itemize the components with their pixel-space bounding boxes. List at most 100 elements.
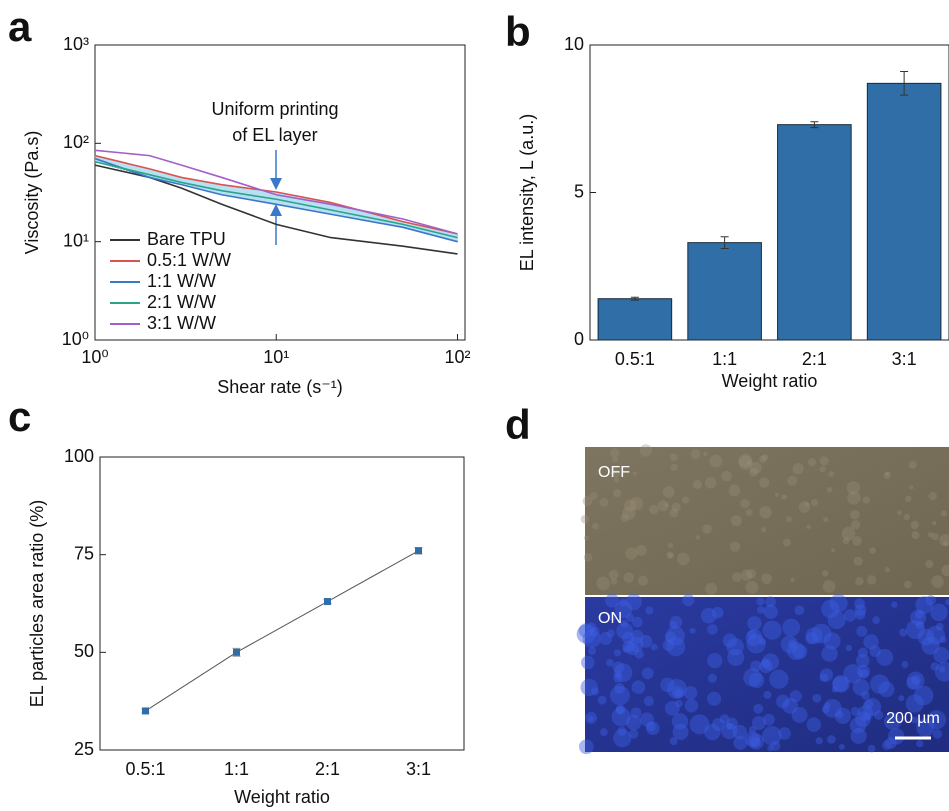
image-on bbox=[585, 597, 949, 752]
texture-dot bbox=[726, 638, 744, 656]
image-label: ON bbox=[598, 610, 622, 627]
texture-dot bbox=[846, 481, 861, 495]
y-axis-label: Viscosity (Pa.s) bbox=[22, 131, 42, 255]
texture-dot bbox=[883, 471, 891, 480]
texture-dot bbox=[630, 629, 644, 644]
texture-dot bbox=[677, 552, 690, 566]
texture-dot bbox=[826, 487, 833, 493]
texture-dot bbox=[747, 629, 757, 640]
texture-dot bbox=[856, 625, 868, 637]
texture-dot bbox=[935, 622, 944, 631]
texture-dot bbox=[792, 644, 808, 660]
texture-dot bbox=[828, 470, 835, 477]
texture-dot bbox=[841, 526, 856, 541]
texture-dot bbox=[599, 498, 609, 507]
texture-dot bbox=[623, 499, 637, 512]
texture-dot bbox=[762, 713, 775, 726]
texture-dot bbox=[838, 743, 845, 750]
plot-frame bbox=[94, 44, 466, 341]
texture-dot bbox=[767, 745, 774, 752]
x-tick-label: 10⁰ bbox=[81, 347, 108, 367]
texture-dot bbox=[614, 683, 625, 694]
texture-dot bbox=[649, 504, 659, 515]
texture-dot bbox=[682, 593, 695, 607]
texture-dot bbox=[915, 596, 933, 614]
texture-dot bbox=[832, 675, 850, 693]
texture-dot bbox=[690, 449, 701, 460]
texture-dot bbox=[855, 711, 871, 728]
texture-dot bbox=[855, 577, 864, 586]
texture-dot bbox=[689, 714, 710, 735]
texture-dot bbox=[811, 623, 832, 644]
texture-dot bbox=[939, 534, 949, 547]
texture-dot bbox=[932, 729, 943, 739]
texture-dot bbox=[850, 520, 861, 530]
texture-dot bbox=[774, 492, 780, 497]
texture-dot bbox=[823, 517, 829, 523]
texture-dot bbox=[939, 636, 947, 644]
texture-dot bbox=[745, 509, 753, 516]
texture-dot bbox=[783, 538, 791, 547]
texture-dot bbox=[786, 516, 792, 523]
texture-dot bbox=[618, 598, 628, 607]
texture-dot bbox=[758, 455, 767, 463]
texture-dot bbox=[852, 679, 870, 696]
texture-dot bbox=[632, 471, 637, 476]
texture-dot bbox=[761, 573, 772, 585]
texture-dot bbox=[913, 685, 934, 706]
texture-dot bbox=[931, 532, 939, 541]
texture-dot bbox=[882, 740, 892, 750]
y-tick-label: 10 bbox=[564, 34, 584, 54]
texture-dot bbox=[613, 729, 632, 748]
texture-dot bbox=[808, 458, 817, 467]
texture-dot bbox=[586, 622, 597, 633]
texture-dot bbox=[613, 649, 622, 657]
texture-dot bbox=[849, 717, 867, 734]
texture-dot bbox=[606, 659, 614, 667]
texture-dot bbox=[874, 710, 884, 720]
bar bbox=[597, 298, 673, 341]
texture-dot bbox=[668, 552, 674, 559]
y-tick-label: 0 bbox=[574, 329, 584, 349]
texture-dot bbox=[683, 686, 698, 700]
texture-dot bbox=[629, 729, 639, 739]
texture-dot bbox=[664, 700, 680, 716]
texture-dot bbox=[730, 515, 742, 527]
texture-dot bbox=[782, 618, 801, 637]
texture-dot bbox=[915, 610, 925, 619]
texture-dot bbox=[689, 627, 696, 634]
texture-dot bbox=[763, 604, 778, 619]
plot-frame bbox=[99, 456, 465, 751]
texture-dot bbox=[606, 629, 615, 638]
texture-dot bbox=[750, 736, 761, 748]
x-tick-label: 1:1 bbox=[712, 349, 737, 369]
texture-dot bbox=[707, 652, 723, 669]
texture-dot bbox=[681, 496, 690, 504]
image-label: OFF bbox=[598, 464, 630, 481]
texture-dot bbox=[738, 453, 753, 468]
line bbox=[94, 160, 458, 239]
texture-dot bbox=[631, 680, 646, 694]
texture-dot bbox=[745, 580, 759, 594]
texture-dot bbox=[610, 685, 630, 706]
texture-dot bbox=[650, 643, 658, 651]
marker bbox=[324, 598, 331, 606]
texture-dot bbox=[831, 685, 839, 693]
texture-dot bbox=[620, 513, 629, 522]
texture-dot bbox=[763, 690, 772, 699]
texture-dot bbox=[798, 501, 811, 513]
y-tick-label: 10¹ bbox=[63, 230, 89, 250]
texture-dot bbox=[854, 604, 867, 616]
x-axis-label: Weight ratio bbox=[234, 787, 330, 807]
texture-dot bbox=[787, 475, 798, 486]
texture-dot bbox=[927, 531, 934, 538]
texture-dot bbox=[941, 564, 949, 577]
texture-dot bbox=[613, 477, 620, 483]
texture-dot bbox=[675, 699, 683, 708]
texture-dot bbox=[942, 540, 949, 547]
texture-dot bbox=[819, 456, 829, 466]
texture-dot bbox=[906, 676, 920, 690]
texture-dot bbox=[853, 556, 863, 566]
texture-dot bbox=[854, 598, 866, 610]
texture-dot bbox=[625, 714, 642, 731]
